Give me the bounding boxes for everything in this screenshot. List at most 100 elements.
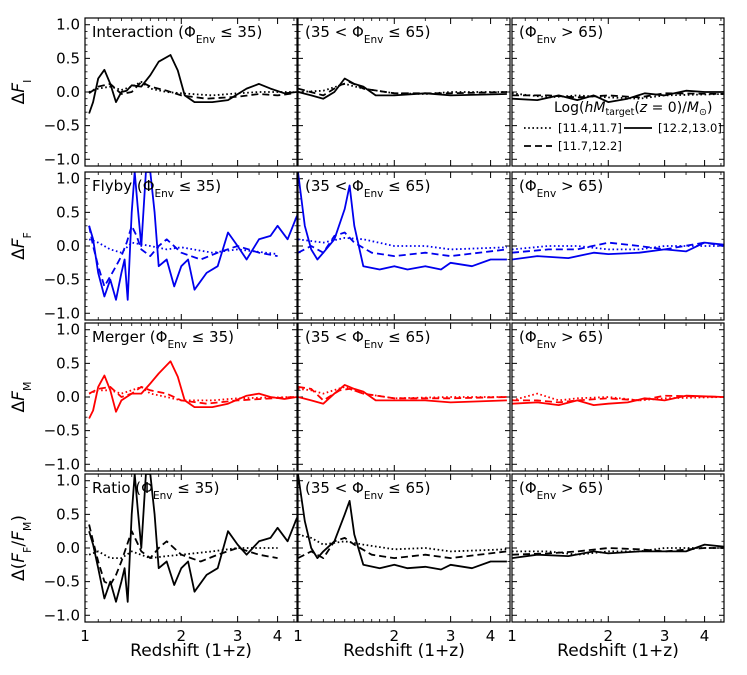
panel-ratio-1: −1.0 −0.5 0.0 0.5 1.0 1 2 3 4 Ratio (ΦEnv ≤ 35) xyxy=(44,472,298,645)
panel-title: (ΦEnv > 65) xyxy=(519,328,603,351)
panel-frame xyxy=(511,322,725,472)
legend-label: [11.4,11.7] xyxy=(558,121,622,135)
row-flyby: ΔFF​ −1.0 −0.5 0.0 0.5 1.0 Flyby (ΦEnv ≤ 35) (3… xyxy=(9,170,725,322)
series-solid-12p213p0 xyxy=(88,172,297,301)
legend-label: [11.7,12.2] xyxy=(558,139,622,153)
panel-frame xyxy=(84,322,298,472)
x-tick-label: 3 xyxy=(233,627,243,645)
panel-ratio-3: 1 2 3 4 (ΦEnv > 65) xyxy=(507,473,725,645)
legend-label: [12.2,13.0] xyxy=(658,121,722,135)
y-tick-label: −1.0 xyxy=(44,455,80,473)
series-dashed-11p712p2 xyxy=(298,81,507,97)
y-tick-label: −1.0 xyxy=(44,150,80,168)
series-solid-12p213p0 xyxy=(512,241,724,261)
y-tick-label: 1.0 xyxy=(56,321,80,339)
series-dashed-11p712p2 xyxy=(88,386,294,405)
panel-title: Ratio (ΦEnv ≤ 35) xyxy=(92,479,220,502)
series-solid-12p213p0 xyxy=(512,394,724,406)
panel-frame xyxy=(511,17,725,167)
panel-flyby-1: −1.0 −0.5 0.0 0.5 1.0 Flyby (ΦEnv ≤ 35) xyxy=(44,170,298,322)
series-dashed-11p712p2 xyxy=(512,394,724,404)
y-tick-label: 0.5 xyxy=(56,354,80,372)
panel-merger-1: −1.0 −0.5 0.0 0.5 1.0 Merger (ΦEnv ≤ 35) xyxy=(44,321,298,473)
panel-merger-2: (35 < ΦEnv ≤ 65) xyxy=(297,322,511,472)
series-dashed-11p712p2 xyxy=(512,241,724,254)
y-tick-label: 1.0 xyxy=(56,170,80,188)
y-tick-label: 0.5 xyxy=(56,505,80,523)
row-merger: ΔFM​ −1.0 −0.5 0.0 0.5 1.0 Merger (ΦEnv ≤ 35) (… xyxy=(9,321,725,473)
x-tick-label: 4 xyxy=(486,627,496,645)
series-dashed-11p712p2 xyxy=(298,537,508,559)
x-tick-label: 1 xyxy=(293,627,303,645)
ylabel-interaction: ΔFI​ xyxy=(9,80,34,105)
series-solid-12p213p0 xyxy=(88,474,297,603)
series-dotted-11p411p7 xyxy=(512,547,724,556)
x-axis-label: Redshift (1+z) xyxy=(343,641,465,661)
ylabel-flyby: ΔFF​ xyxy=(9,232,34,260)
panel-title: (35 < ΦEnv ≤ 65) xyxy=(305,23,430,46)
x-axis-label: Redshift (1+z) xyxy=(130,641,252,661)
panel-frame xyxy=(84,473,298,623)
x-tick-label: 2 xyxy=(604,627,614,645)
series-solid-12p213p0 xyxy=(88,360,297,419)
x-tick-label: 3 xyxy=(660,627,670,645)
y-tick-label: −0.5 xyxy=(44,271,80,289)
x-tick-label: 1 xyxy=(507,627,517,645)
series-solid-12p213p0 xyxy=(298,172,507,271)
panel-frame xyxy=(297,171,511,321)
panel-title: Flyby (ΦEnv ≤ 35) xyxy=(92,177,221,200)
series-dashed-11p712p2 xyxy=(88,224,278,288)
panel-frame xyxy=(84,171,298,321)
series-solid-12p213p0 xyxy=(298,384,507,405)
panel-interaction-1: −1.0 −0.5 0.0 0.5 1.0 Interaction (ΦEnv ≤ 35) xyxy=(44,16,298,168)
series-dashed-11p712p2 xyxy=(298,386,507,402)
panel-interaction-3: (ΦEnv > 65) xyxy=(511,17,725,167)
ylabel-merger: ΔFM​ xyxy=(9,382,34,413)
panel-title: (ΦEnv > 65) xyxy=(519,177,603,200)
series-dashed-11p712p2 xyxy=(512,92,724,99)
series-dotted-11p411p7 xyxy=(512,92,724,100)
y-tick-label: 0.5 xyxy=(56,203,80,221)
series-dashed-11p712p2 xyxy=(88,81,295,100)
y-tick-label: 1.0 xyxy=(56,472,80,490)
x-tick-label: 1 xyxy=(80,627,90,645)
panel-frame xyxy=(297,322,511,472)
x-tick-label: 4 xyxy=(700,627,710,645)
series-dashed-11p712p2 xyxy=(512,547,724,556)
y-tick-label: −1.0 xyxy=(44,606,80,624)
series-dotted-11p411p7 xyxy=(88,386,294,402)
y-tick-label: −0.5 xyxy=(44,422,80,440)
x-tick-label: 3 xyxy=(446,627,456,645)
series-solid-12p213p0 xyxy=(298,474,507,571)
panel-title: (ΦEnv > 65) xyxy=(519,23,603,46)
panel-title: (ΦEnv > 65) xyxy=(519,479,603,502)
panel-frame xyxy=(84,17,298,167)
panel-title: (35 < ΦEnv ≤ 65) xyxy=(305,479,430,502)
row-ratio: Δ(FF​/FM​) −1.0 −0.5 0.0 0.5 1.0 1 2 3 4 Ratio (ΦE… xyxy=(9,472,725,645)
ylabel-ratio: Δ(FF​/FM​) xyxy=(9,515,34,581)
series-dotted-11p411p7 xyxy=(512,392,724,402)
row-interaction: ΔFI​ −1.0 −0.5 0.0 0.5 1.0 Interaction (ΦEnv ≤… xyxy=(9,16,725,168)
series-dotted-11p411p7 xyxy=(88,238,278,255)
series-dotted-11p411p7 xyxy=(512,245,724,251)
y-tick-label: 0.0 xyxy=(56,237,80,255)
x-tick-label: 4 xyxy=(273,627,283,645)
legend-title: Log(hMtarget​(z = 0)/M⊙​) xyxy=(554,100,712,118)
legend: Log(hMtarget​(z = 0)/M⊙​) [11.4,11.7] [12.… xyxy=(524,100,722,153)
panel-interaction-2: (35 < ΦEnv ≤ 65) xyxy=(297,17,511,167)
y-tick-label: 0.0 xyxy=(56,83,80,101)
panel-ratio-2: 1 2 3 4 (35 < ΦEnv ≤ 65) xyxy=(293,473,511,645)
y-tick-label: 1.0 xyxy=(56,16,80,34)
series-solid-12p213p0 xyxy=(512,89,724,103)
y-tick-label: −0.5 xyxy=(44,117,80,135)
panel-frame xyxy=(297,17,511,167)
panel-frame xyxy=(511,473,725,623)
y-tick-label: 0.0 xyxy=(56,388,80,406)
panel-title: Merger (ΦEnv ≤ 35) xyxy=(92,328,234,351)
panel-title: Interaction (ΦEnv ≤ 35) xyxy=(92,23,262,46)
panel-title: (35 < ΦEnv ≤ 65) xyxy=(305,328,430,351)
series-dashed-11p712p2 xyxy=(298,231,508,257)
series-dotted-11p411p7 xyxy=(298,533,507,553)
x-tick-label: 2 xyxy=(177,627,187,645)
